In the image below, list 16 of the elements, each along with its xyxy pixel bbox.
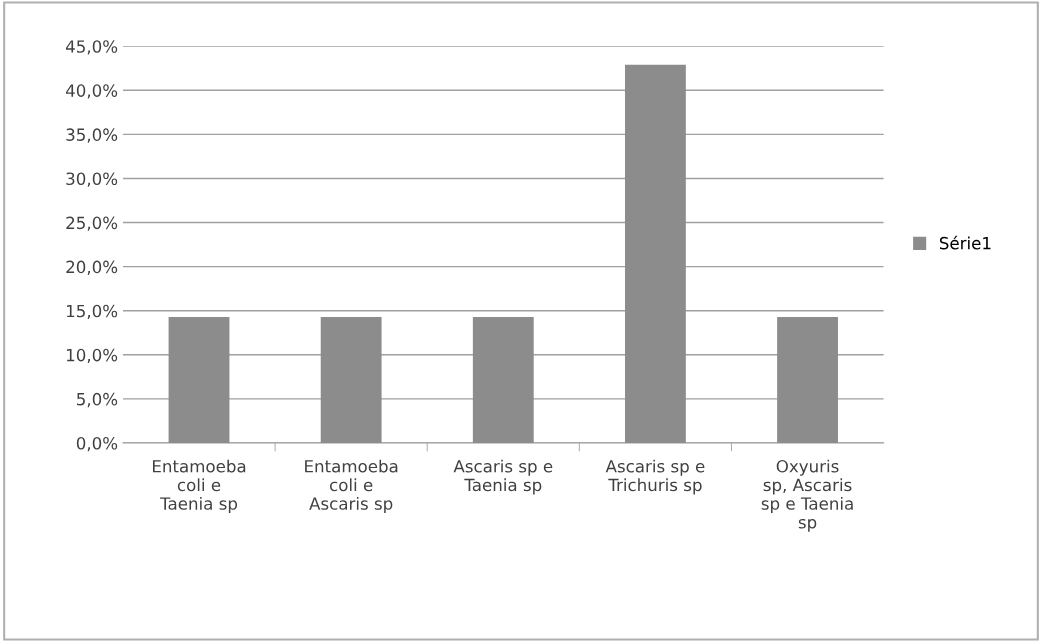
x-tick-label: Entamoeba coli e Ascaris sp [305, 459, 398, 514]
y-tick-label: 40,0% [65, 84, 118, 99]
y-tick-label: 0,0% [76, 436, 118, 452]
y-tick-label: 20,0% [66, 260, 118, 275]
y-tick-label: 45,0% [65, 40, 118, 55]
x-tick-label: Entamoeba coli e Taenia sp [153, 459, 246, 514]
y-tick-label: 15,0% [66, 304, 118, 319]
y-tick-label: 35,0% [66, 128, 118, 143]
y-tick-label: 30,0% [66, 172, 118, 187]
y-tick-label: 25,0% [66, 216, 118, 231]
y-tick-label: 10,0% [66, 348, 118, 364]
legend-label: Série1 [939, 235, 991, 250]
y-tick-label: 5,0% [77, 392, 118, 408]
x-tick-label: Oxyuris sp, Ascaris sp e Taenia sp [761, 459, 853, 532]
x-tick-label: Ascaris sp e Taenia sp [453, 459, 553, 495]
x-tick-label: Ascaris sp e Trichuris sp [605, 459, 705, 495]
